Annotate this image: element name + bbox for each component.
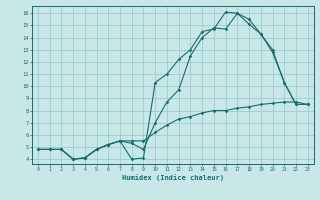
X-axis label: Humidex (Indice chaleur): Humidex (Indice chaleur) [122, 174, 224, 181]
